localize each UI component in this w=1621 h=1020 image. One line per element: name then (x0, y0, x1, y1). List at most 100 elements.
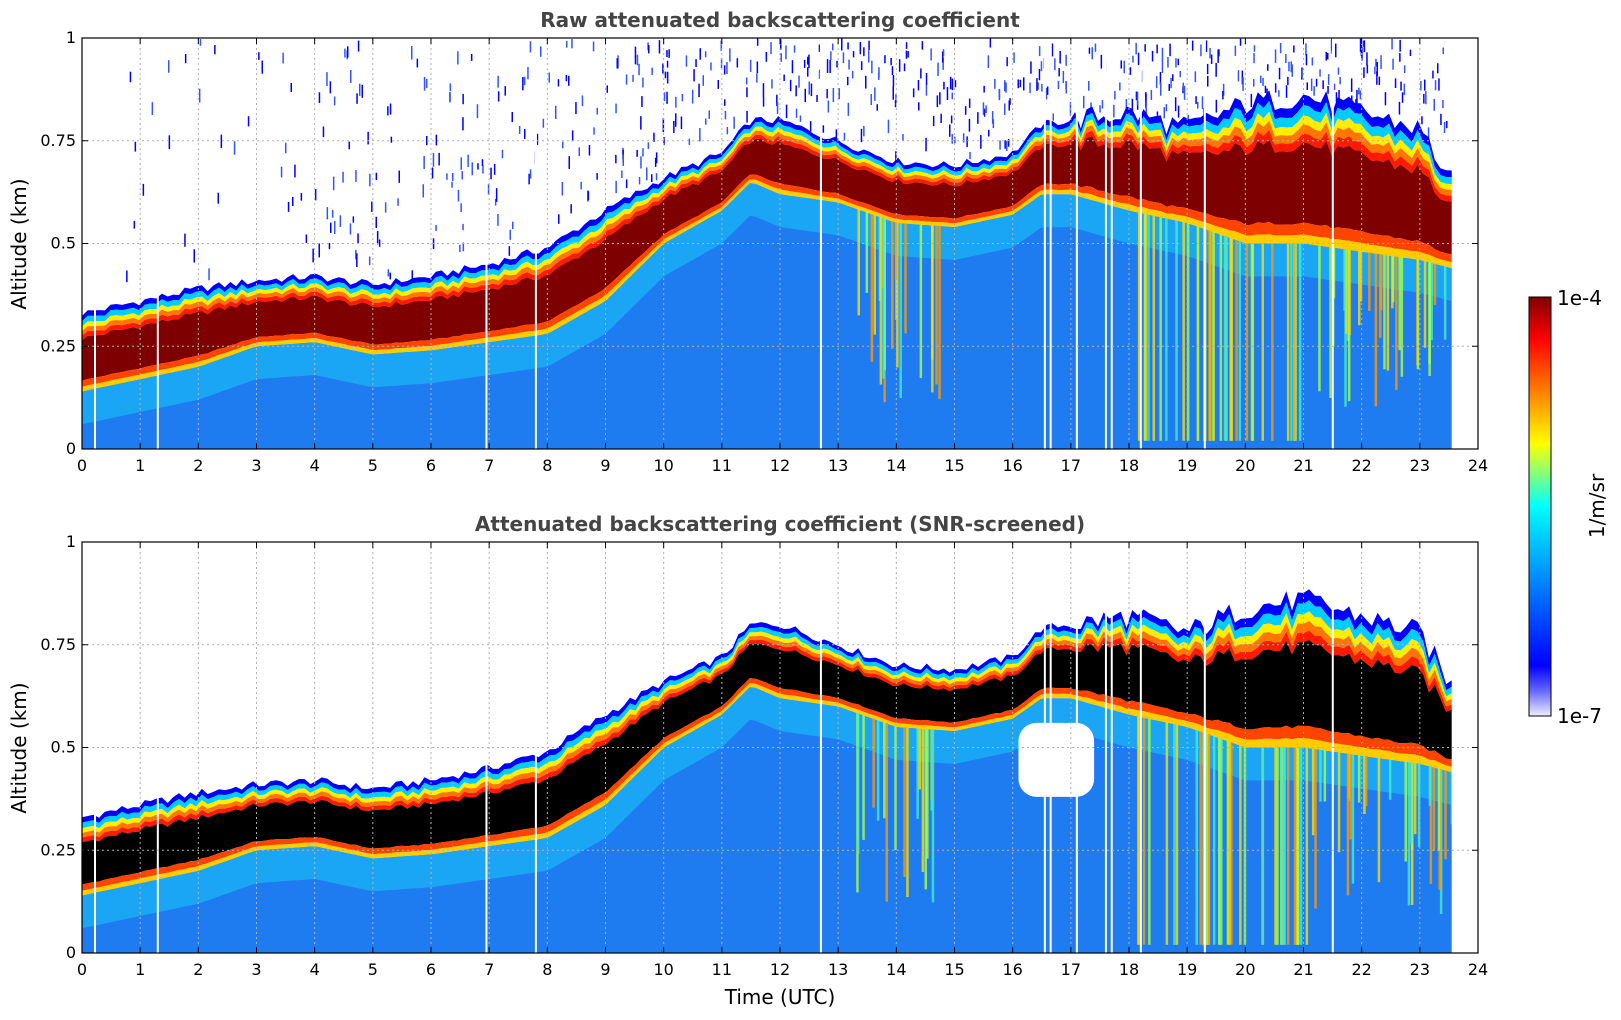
noise-pixel (208, 268, 210, 281)
convective-plume (1142, 717, 1146, 945)
noise-pixel (1305, 43, 1307, 56)
noise-pixel (653, 132, 655, 142)
convective-plume (1195, 729, 1198, 945)
noise-pixel (411, 270, 413, 281)
noise-pixel (387, 106, 389, 116)
data-gap (485, 38, 488, 449)
noise-pixel (868, 40, 870, 51)
x-tick-label: 18 (1119, 456, 1139, 475)
noise-pixel (352, 216, 355, 223)
x-tick-label: 18 (1119, 960, 1139, 979)
convective-plume (1444, 770, 1447, 860)
x-tick-label: 4 (310, 960, 320, 979)
convective-plume (1400, 257, 1404, 377)
heatmap-raw (82, 38, 1478, 449)
noise-pixel (422, 184, 424, 198)
noise-pixel (606, 85, 608, 93)
convective-plume (930, 729, 933, 811)
y-tick-label: 0 (66, 439, 76, 458)
noise-pixel (891, 66, 894, 76)
noise-pixel (151, 102, 154, 116)
noise-pixel (330, 222, 332, 233)
noise-pixel (1065, 82, 1067, 94)
x-tick-label: 1 (135, 960, 145, 979)
noise-pixel (389, 272, 391, 280)
noise-pixel (1425, 90, 1427, 105)
noise-pixel (512, 221, 514, 230)
noise-pixel (142, 183, 145, 196)
noise-pixel (1145, 107, 1147, 115)
noise-pixel (217, 192, 219, 204)
noise-pixel (998, 89, 1001, 101)
convective-plume (1416, 259, 1420, 370)
noise-pixel (905, 50, 908, 59)
noise-pixel (233, 141, 236, 155)
convective-plume (1196, 226, 1200, 441)
data-gap (1203, 38, 1206, 449)
noise-pixel (925, 73, 928, 85)
noise-pixel (350, 70, 352, 84)
noise-pixel (344, 48, 346, 58)
noise-pixel (622, 154, 624, 166)
noise-pixel (1041, 84, 1043, 92)
convective-plume (904, 223, 907, 334)
noise-pixel (1423, 93, 1425, 104)
noise-pixel (1378, 76, 1381, 86)
noise-pixel (999, 140, 1001, 150)
noise-pixel (540, 46, 542, 57)
noise-pixel (804, 88, 806, 103)
noise-pixel (1159, 72, 1162, 86)
noise-pixel (1217, 49, 1219, 63)
convective-plume (1318, 245, 1321, 392)
noise-pixel (724, 99, 726, 106)
noise-pixel (357, 40, 360, 52)
noise-pixel (1201, 96, 1204, 110)
noise-pixel (1161, 47, 1164, 61)
noise-pixel (795, 108, 798, 118)
x-tick-label: 21 (1293, 456, 1313, 475)
noise-pixel (838, 88, 840, 100)
noise-pixel (1174, 97, 1177, 112)
noise-pixel (1101, 100, 1104, 109)
noise-pixel (566, 40, 568, 48)
noise-pixel (446, 173, 448, 180)
noise-pixel (870, 94, 872, 106)
noise-pixel (1132, 55, 1134, 63)
noise-pixel (331, 209, 334, 218)
noise-pixel (655, 173, 658, 181)
noise-pixel (1036, 78, 1038, 91)
noise-pixel (1399, 53, 1401, 62)
convective-plume (885, 723, 888, 902)
noise-pixel (593, 127, 595, 135)
convective-plume (1443, 266, 1447, 340)
convective-plume (862, 714, 865, 840)
noise-pixel (1136, 101, 1139, 110)
convective-plume (1314, 749, 1317, 909)
convective-plume (872, 718, 875, 808)
noise-pixel (1136, 91, 1139, 106)
noise-pixel (423, 155, 425, 170)
noise-pixel (907, 51, 909, 58)
noise-pixel (874, 87, 876, 101)
noise-pixel (501, 149, 504, 159)
noise-pixel (1434, 80, 1437, 91)
x-tick-label: 6 (426, 960, 436, 979)
noise-pixel (640, 116, 642, 130)
noise-pixel (1438, 78, 1440, 91)
convective-plume (882, 218, 885, 379)
data-gap (1110, 38, 1113, 449)
noise-pixel (1366, 52, 1368, 66)
noise-pixel (280, 166, 283, 178)
data-gap (534, 542, 537, 953)
noise-pixel (261, 60, 263, 74)
noise-pixel (312, 248, 314, 263)
noise-pixel (756, 38, 759, 46)
convective-plume (1377, 758, 1381, 883)
noise-pixel (818, 44, 821, 52)
noise-pixel (1403, 83, 1406, 95)
convective-plume (921, 728, 925, 872)
noise-pixel (702, 75, 704, 86)
data-gap (534, 38, 537, 449)
noise-pixel (1006, 140, 1008, 152)
noise-pixel (950, 115, 953, 124)
